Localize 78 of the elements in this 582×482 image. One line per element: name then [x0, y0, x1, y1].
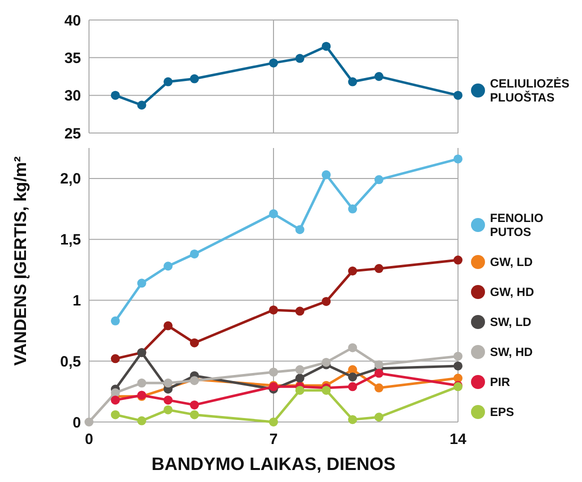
point: [322, 170, 331, 180]
x-tick-label: 14: [450, 431, 467, 448]
y-tick-label: 0: [72, 414, 81, 432]
y-tick-label: 1,5: [60, 232, 81, 249]
point: [110, 316, 120, 326]
point: [322, 358, 331, 367]
point: [164, 321, 173, 330]
legend-label: CELIULIOZĖS PLUOŠTAS: [490, 76, 570, 104]
point: [190, 249, 199, 258]
point: [269, 209, 278, 218]
legend-label: PIR: [490, 375, 510, 389]
point: [190, 74, 199, 84]
legend-label: GW, HD: [490, 285, 534, 299]
point: [110, 90, 120, 100]
point: [137, 416, 146, 426]
point: [295, 365, 304, 374]
point: [295, 54, 304, 63]
point: [110, 410, 120, 420]
point: [190, 400, 199, 410]
y-tick-label: 1: [72, 292, 81, 310]
y-tick-label: 30: [64, 88, 81, 105]
point: [164, 77, 173, 86]
point: [164, 262, 173, 271]
point: [269, 58, 278, 68]
point: [374, 368, 384, 378]
point: [348, 343, 358, 352]
point: [110, 396, 120, 405]
point: [269, 305, 278, 314]
point: [348, 266, 358, 276]
y-tick-label: 35: [64, 50, 81, 67]
y-axis-title: VANDENS ĮGERTIS, kg/m²: [11, 156, 30, 366]
point: [454, 361, 462, 370]
point: [348, 372, 358, 382]
point: [348, 382, 358, 392]
y-tick-label: 25: [64, 125, 81, 142]
point: [374, 72, 384, 81]
point: [137, 278, 146, 288]
point: [269, 368, 278, 377]
point: [295, 225, 304, 234]
y-tick-label: 40: [64, 12, 81, 30]
point: [269, 418, 278, 426]
x-axis-title: BANDYMO LAIKAS, DIENOS: [151, 454, 396, 474]
point: [454, 154, 462, 164]
legend-label: SW, LD: [490, 315, 532, 329]
x-tick-label: 7: [269, 431, 278, 448]
point: [454, 352, 462, 361]
point: [84, 418, 94, 426]
legend-label: EPS: [490, 405, 514, 419]
point: [374, 412, 384, 422]
point: [137, 378, 146, 388]
point: [374, 383, 384, 392]
y-tick-label: 2,0: [60, 170, 81, 188]
legend-label: SW, HD: [490, 345, 533, 359]
point: [137, 100, 146, 110]
point: [374, 175, 384, 184]
point: [190, 410, 199, 420]
legend-label: FENOLIO PUTOS: [490, 211, 544, 239]
point: [454, 256, 462, 265]
point: [374, 360, 384, 370]
point: [454, 90, 462, 100]
x-tick-label: 0: [84, 431, 94, 448]
point: [322, 386, 331, 395]
point: [295, 306, 304, 316]
point: [374, 264, 384, 274]
point: [164, 378, 173, 388]
point: [190, 338, 199, 348]
y-tick-label: 0,5: [60, 353, 81, 370]
point: [322, 42, 331, 51]
point: [348, 415, 358, 424]
point: [348, 204, 358, 214]
point: [348, 77, 358, 86]
point: [110, 354, 120, 364]
point: [164, 396, 173, 405]
legend-label: GW, LD: [490, 255, 533, 269]
point: [322, 296, 331, 306]
point: [295, 374, 304, 383]
point: [295, 386, 304, 395]
point: [164, 405, 173, 414]
